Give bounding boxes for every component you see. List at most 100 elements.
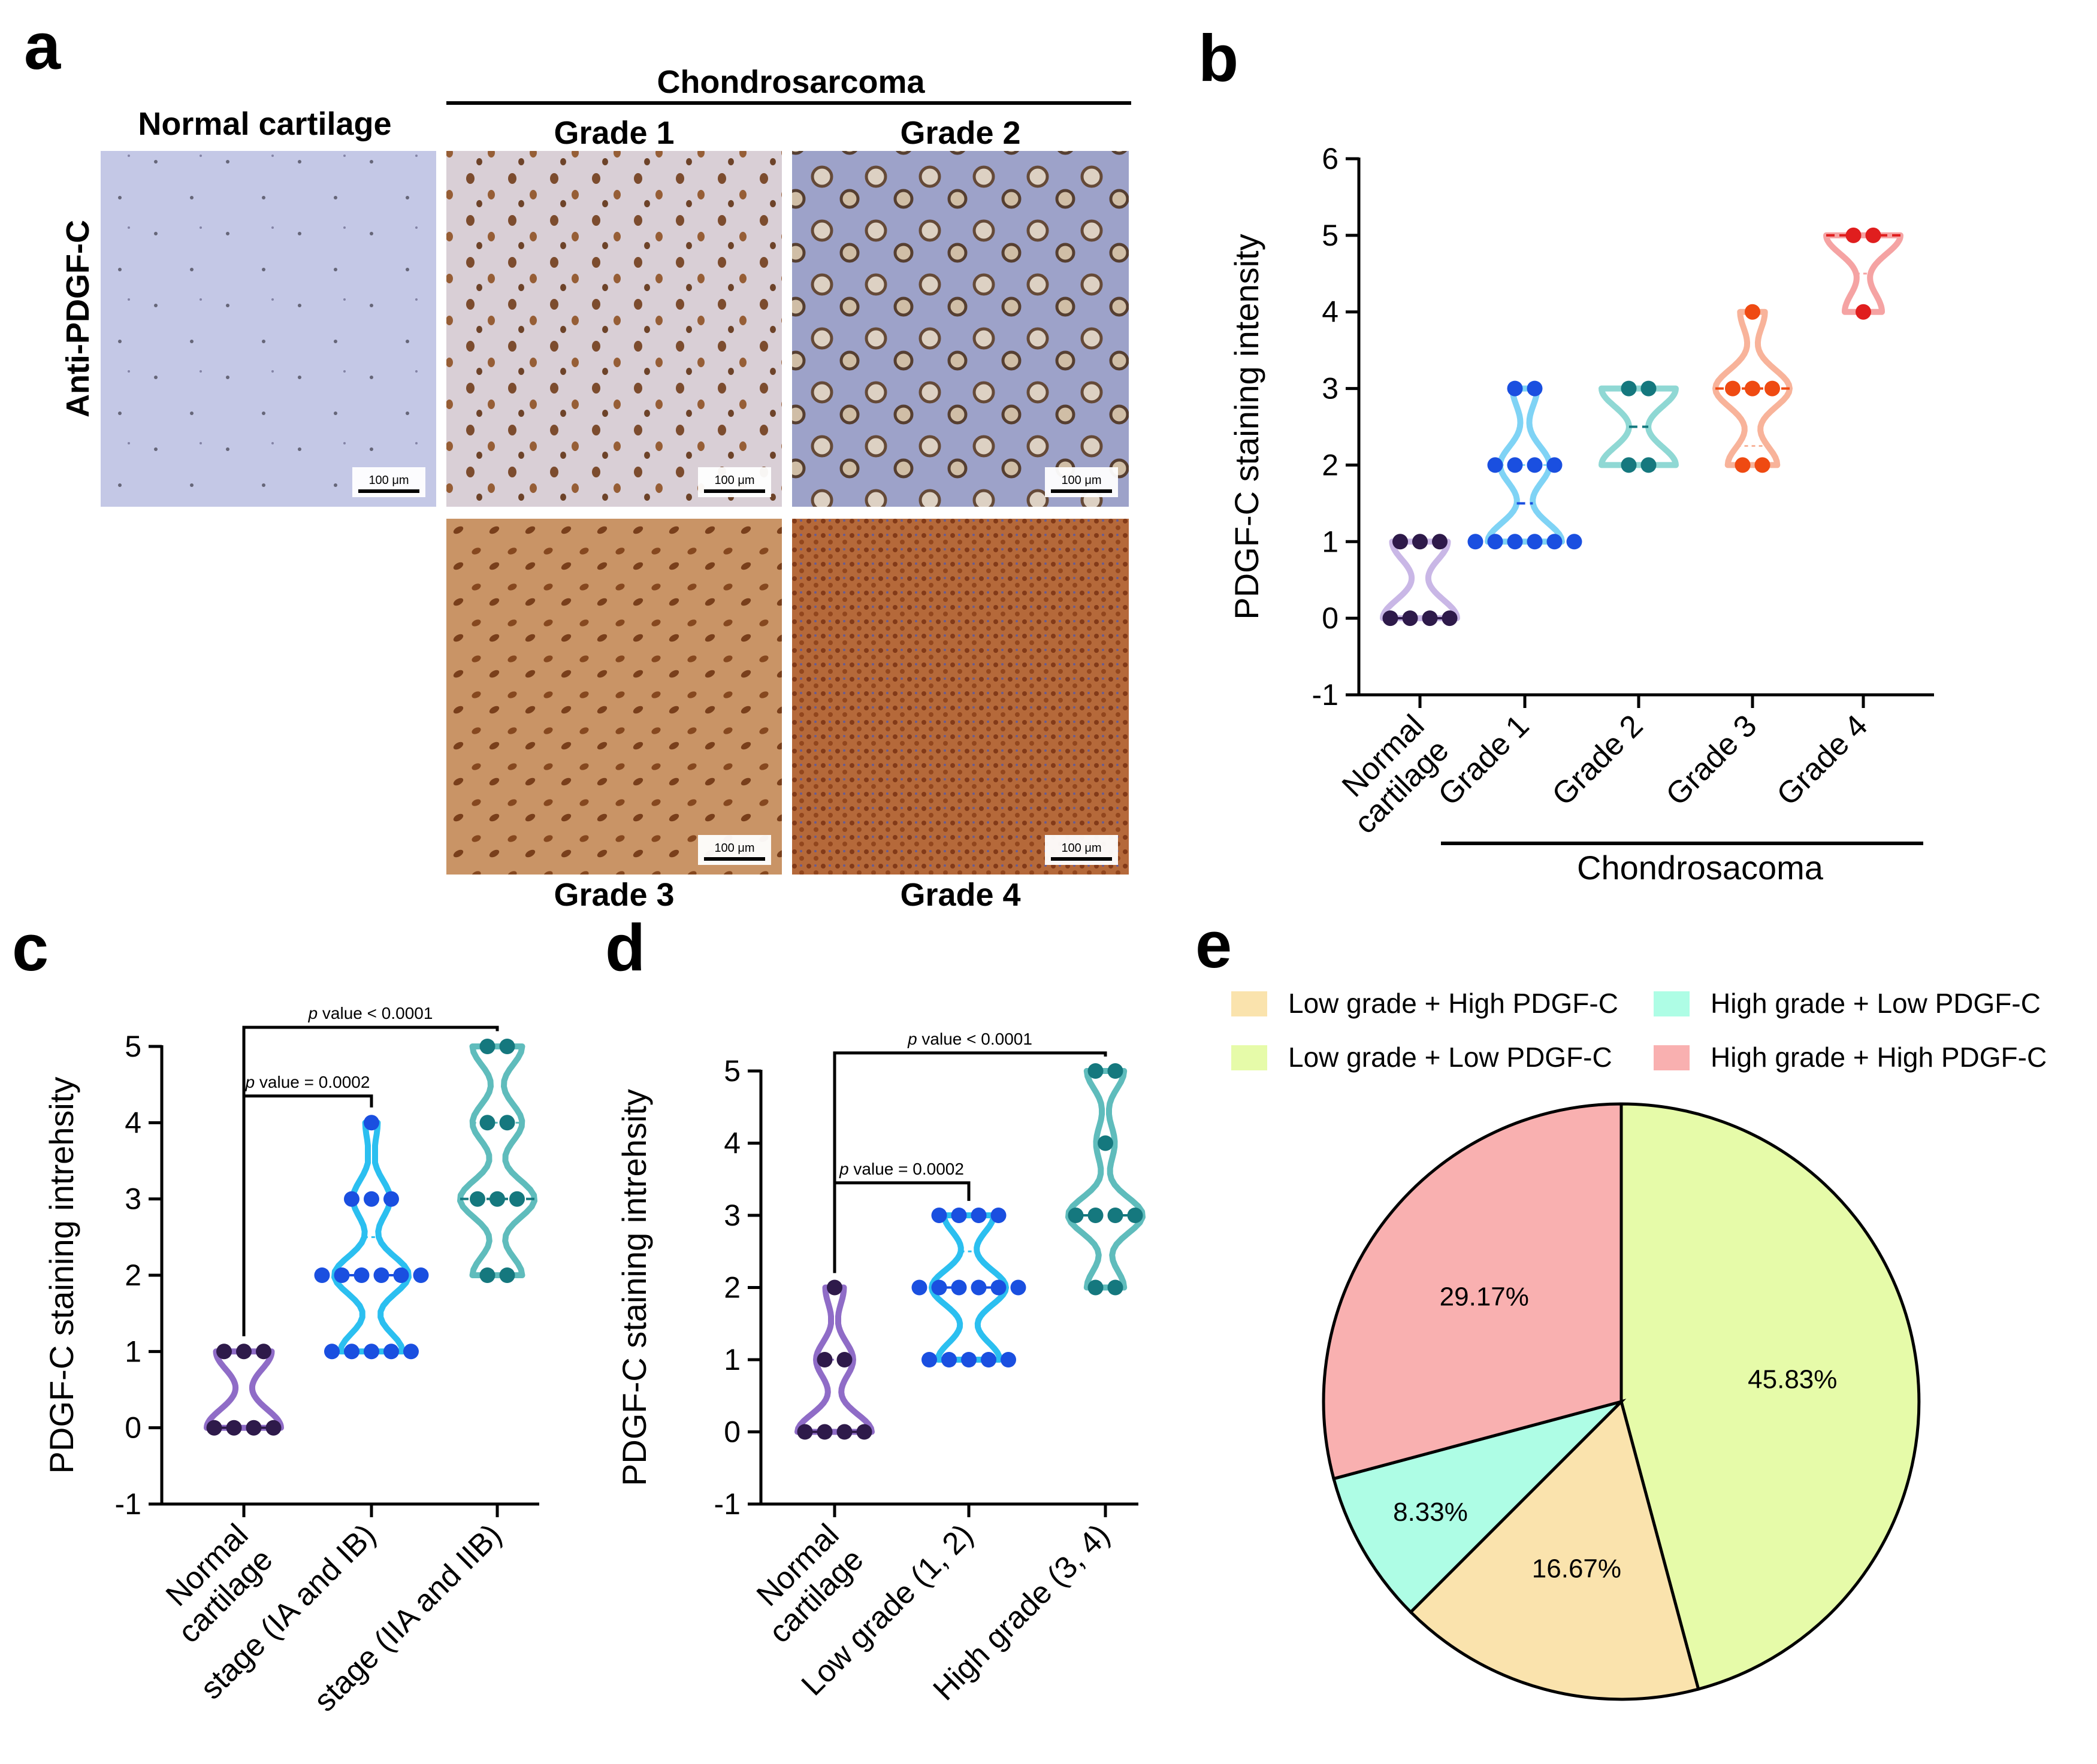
significance-bracket-1 [242,1025,499,1275]
data-point-1-12 [961,1352,977,1367]
x-tick-label-0: Normalcartilage [1323,708,1455,840]
significance-bracket-1 [833,1051,1107,1215]
legend-label-1: Low grade + High PDGF-C [1288,988,1618,1019]
data-point-4-1 [1865,227,1881,243]
data-point-2-0 [1621,380,1637,397]
x-tick-label-line: Grade 2 [1546,708,1650,812]
data-point-1-10 [1546,534,1563,550]
y-tick-label-4: 3 [1322,372,1338,406]
p-value-label-0: p value = 0.0002 [245,1073,370,1091]
p-italic: p [308,1004,318,1022]
data-point-1-9 [1527,534,1543,550]
data-point-2-4 [470,1191,485,1207]
data-point-0-5 [836,1424,853,1440]
panel-label-b: b [1198,22,1238,95]
x-tick-label-2: Grade 2 [1546,708,1650,812]
scale-bar-label-3: 100 μm [714,842,754,855]
data-point-1-14 [1001,1352,1016,1367]
p-italic: p [907,1030,917,1048]
data-point-1-5 [931,1279,947,1296]
micrograph-texture-0 [101,151,436,507]
data-point-1-6 [951,1279,967,1296]
data-point-2-2 [479,1115,495,1131]
grade-title-4: Grade 4 [900,877,1020,913]
data-point-4-0 [1845,227,1862,243]
violin-0 [794,1284,875,1435]
data-point-1-10 [921,1352,937,1367]
data-point-1-13 [981,1352,996,1367]
y-tick-label-6: 5 [125,1030,141,1063]
panel-e: e 45.83% 16.67% 8.33% 29.17% Low grade + High… [1195,908,2047,1701]
panel-label-d: d [605,911,645,985]
data-point-1-5 [1546,457,1563,473]
pie-slice-3 [1322,1102,1623,1481]
violin-0 [1380,538,1460,622]
data-point-1-2 [971,1208,987,1223]
y-tick-label-3: 2 [1322,448,1338,482]
data-point-2-5 [1107,1208,1123,1223]
data-point-0-6 [265,1420,282,1436]
x-tick-label-4: Grade 4 [1770,708,1875,812]
data-point-1-1 [344,1191,359,1207]
data-point-2-1 [1107,1063,1123,1079]
grade-title-3: Grade 3 [554,877,674,913]
p-value-text: value = 0.0002 [849,1160,964,1178]
data-point-1-4 [314,1267,330,1283]
data-point-0-4 [1402,610,1418,627]
data-point-1-0 [364,1115,379,1131]
data-point-0-1 [817,1352,833,1367]
data-point-1-6 [1467,534,1483,550]
data-point-0-0 [1392,534,1408,550]
legend-label-2: High grade + Low PDGF-C [1711,988,2041,1019]
data-point-1-3 [1507,457,1523,473]
y-tick-label-6: 5 [1322,219,1338,252]
p-italic: p [839,1160,849,1178]
data-point-1-9 [413,1267,429,1283]
y-tick-label-4: 3 [125,1182,141,1216]
data-point-2-6 [1127,1208,1143,1223]
data-point-0-3 [206,1420,222,1436]
y-tick-label-3: 2 [724,1271,741,1305]
data-point-2-7 [1087,1279,1104,1296]
y-tick-label-2: 1 [1322,525,1338,558]
y-tick-label-2: 1 [724,1343,741,1376]
y-axis-title: PDGF-C staining intrehsity [43,1077,80,1474]
chondrosarcoma-title: Chondrosarcoma [657,64,925,100]
y-axis-title: PDGF-C staining intrehsity [615,1089,653,1486]
data-point-1-1 [951,1208,967,1223]
data-point-2-3 [1640,457,1657,473]
p-value-label-1: p value < 0.0001 [308,1004,433,1022]
micrograph-4: 100 μm [792,519,1129,875]
data-point-2-0 [479,1039,495,1054]
micrograph-1: 100 μm [446,151,782,507]
data-point-0-1 [236,1344,252,1360]
data-point-0-2 [256,1344,271,1360]
data-point-1-0 [1507,380,1523,397]
data-point-2-2 [1621,457,1637,473]
micrograph-0: 100 μm [101,151,436,507]
data-point-2-3 [1068,1208,1084,1223]
data-point-1-13 [383,1344,399,1360]
data-point-2-1 [499,1039,515,1054]
y-axis-title: PDGF-C staining intensity [1228,234,1265,619]
micrograph-texture-2 [792,151,1129,507]
data-point-0-4 [817,1424,833,1440]
micrograph-texture-3 [446,519,782,875]
anti-pdgf-c-label: Anti-PDGF-C [60,220,96,417]
y-tick-label-0: -1 [714,1487,741,1521]
violin-2 [1599,385,1679,468]
panel-b: b -1 0 1 2 3 4 5 6 PDGF-C staining intensity Norma… [1198,22,1934,886]
data-point-3-0 [1745,304,1760,320]
data-point-1-11 [941,1352,957,1367]
data-point-0-0 [216,1344,232,1360]
data-point-1-0 [931,1208,947,1223]
data-point-3-4 [1735,457,1751,473]
y-tick-label-1: 0 [1322,601,1338,635]
data-point-3-5 [1754,457,1770,473]
grade-title-1: Grade 1 [554,115,674,151]
data-point-4-2 [1856,304,1871,320]
data-point-1-12 [364,1344,379,1360]
legend-swatch-2 [1654,991,1690,1016]
data-point-1-14 [403,1344,419,1360]
